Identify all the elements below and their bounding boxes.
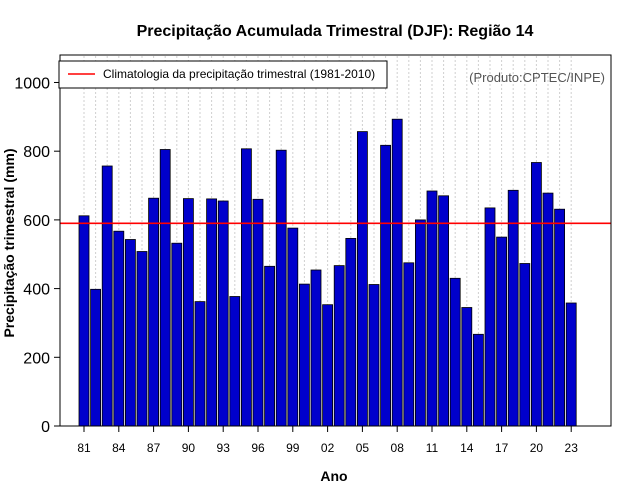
bar-99: [287, 227, 299, 427]
x-tick-label: 90: [182, 441, 196, 455]
bar-97: [264, 265, 276, 427]
y-tick-label: 800: [23, 144, 50, 161]
bar-91: [194, 301, 206, 427]
bar-13: [449, 277, 461, 427]
y-tick-label: 600: [23, 213, 50, 230]
bar-87: [148, 197, 160, 427]
x-axis-label: Ano: [320, 468, 347, 484]
bar-84: [113, 230, 125, 427]
credit-text: (Produto:CPTEC/INPE): [469, 70, 605, 85]
bar-11: [426, 190, 438, 427]
x-tick-label: 93: [217, 441, 231, 455]
x-tick-label: 14: [460, 441, 474, 455]
x-tick-label: 81: [77, 441, 91, 455]
plot-frame: [59, 54, 612, 427]
bar-00: [298, 283, 310, 427]
x-tick-label: 87: [147, 441, 161, 455]
bar-89: [171, 242, 183, 427]
y-tick-label: 0: [41, 419, 50, 436]
bar-05: [356, 131, 368, 427]
x-tick-label: 23: [565, 441, 579, 455]
x-tick-label: 20: [530, 441, 544, 455]
bar-93: [217, 200, 229, 427]
bar-20: [531, 162, 542, 427]
bar-85: [125, 239, 136, 427]
x-tick-label: 05: [356, 441, 370, 455]
bar-92: [206, 198, 218, 427]
y-tick-label: 400: [23, 282, 50, 299]
y-tick-label: 200: [23, 350, 50, 367]
bar-16: [484, 207, 496, 427]
legend-label: Climatologia da precipitação trimestral …: [103, 67, 375, 81]
legend-box: [58, 60, 388, 89]
bar-19: [519, 263, 531, 427]
bar-03: [333, 265, 345, 427]
bar-18: [507, 189, 519, 427]
x-tick-label: 11: [426, 441, 439, 455]
x-tick-label: 17: [495, 441, 509, 455]
chart-title: Precipitação Acumulada Trimestral (DJF):…: [137, 23, 534, 40]
x-tick-label: 08: [391, 441, 405, 455]
bar-83: [101, 165, 113, 427]
bar-90: [182, 198, 194, 427]
bar-23: [565, 302, 577, 427]
y-tick-label: 1000: [14, 75, 50, 92]
bar-81: [78, 215, 90, 427]
bar-14: [461, 307, 473, 427]
x-axis: 81 84 87 90 93 96 99 02 05 08 11 14 17 20 23: [77, 426, 578, 455]
bar-12: [438, 195, 450, 427]
bar-04: [345, 237, 357, 427]
bar-07: [380, 144, 392, 427]
bar-95: [240, 148, 252, 427]
bar-02: [322, 304, 334, 427]
bars: [78, 118, 577, 427]
y-axis: 0 200 400 600 800 1000: [14, 75, 60, 436]
bar-22: [554, 208, 565, 427]
bar-98: [275, 149, 287, 427]
bar-10: [414, 219, 426, 427]
x-tick-label: 99: [286, 441, 300, 455]
bar-21: [542, 192, 554, 427]
x-tick-label: 84: [112, 441, 126, 455]
bar-01: [310, 269, 322, 427]
bar-88: [159, 149, 171, 427]
legend: Climatologia da precipitação trimestral …: [58, 60, 388, 89]
bar-94: [229, 296, 241, 427]
y-axis-label: Precipitação trimestral (mm): [1, 148, 17, 337]
x-tick-label: 96: [251, 441, 265, 455]
bar-82: [90, 288, 101, 427]
bar-09: [403, 262, 415, 427]
bar-15: [472, 333, 484, 427]
bar-17: [496, 236, 508, 427]
bar-06: [368, 284, 380, 427]
bar-96: [252, 198, 264, 427]
bar-08: [391, 118, 403, 427]
x-tick-label: 02: [321, 441, 335, 455]
bar-86: [136, 251, 148, 427]
